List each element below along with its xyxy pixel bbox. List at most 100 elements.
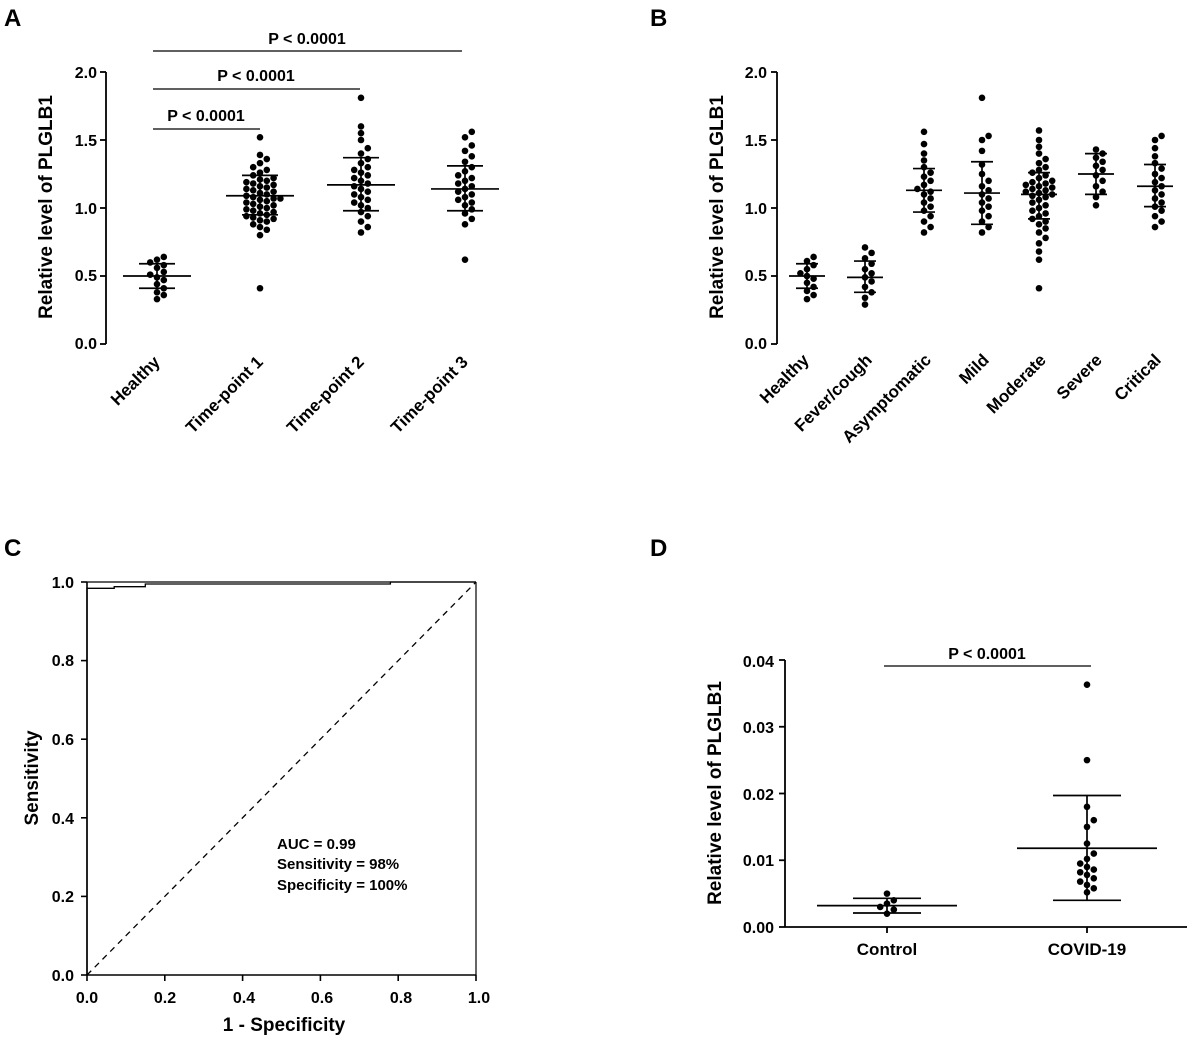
data-point bbox=[364, 144, 372, 152]
y-tick-label: 0.4 bbox=[52, 811, 74, 828]
data-point bbox=[1042, 187, 1049, 194]
data-point bbox=[146, 271, 154, 278]
data-point bbox=[364, 204, 372, 212]
data-point bbox=[1042, 218, 1049, 225]
data-point bbox=[868, 249, 875, 257]
data-point bbox=[468, 153, 476, 160]
x-category-label: Healthy bbox=[107, 352, 164, 409]
panel-letter: D bbox=[650, 535, 667, 562]
data-point bbox=[468, 215, 476, 223]
specificity-annotation: Specificity = 100% bbox=[277, 877, 408, 894]
data-point bbox=[810, 253, 817, 261]
y-tick-label: 1.0 bbox=[75, 201, 97, 218]
data-point bbox=[985, 132, 992, 140]
data-point bbox=[810, 283, 817, 291]
data-point bbox=[364, 180, 372, 187]
data-point bbox=[256, 284, 264, 292]
panel-letter: C bbox=[4, 535, 21, 562]
y-tick-label: 0.6 bbox=[52, 732, 74, 749]
data-point bbox=[256, 169, 264, 176]
data-point bbox=[1035, 248, 1043, 255]
data-point bbox=[1035, 256, 1043, 263]
data-point bbox=[243, 178, 250, 186]
data-point bbox=[1029, 185, 1036, 193]
y-tick-label: 1.5 bbox=[75, 133, 97, 150]
data-point bbox=[249, 180, 257, 187]
data-point bbox=[810, 291, 817, 299]
data-point bbox=[1042, 201, 1049, 209]
data-point bbox=[1035, 166, 1043, 174]
data-point bbox=[249, 221, 257, 228]
data-point bbox=[270, 208, 277, 216]
y-tick-labels: 0.00 0.01 0.02 0.03 0.04 bbox=[743, 654, 774, 937]
data-point bbox=[357, 218, 365, 225]
data-point bbox=[350, 199, 358, 206]
data-point bbox=[1029, 192, 1036, 200]
data-point bbox=[920, 157, 928, 164]
data-point bbox=[357, 94, 365, 102]
data-point bbox=[1090, 884, 1098, 892]
data-point bbox=[876, 903, 884, 911]
data-point bbox=[263, 197, 271, 205]
data-point bbox=[927, 203, 934, 210]
panel-c: C Sensitivity 1 - Specificity 0.0 0.2 0.… bbox=[4, 535, 490, 1036]
x-category-label: Time-point 3 bbox=[387, 352, 472, 437]
data-point bbox=[861, 244, 869, 251]
data-point bbox=[1151, 153, 1159, 160]
data-point bbox=[357, 229, 365, 236]
data-point bbox=[263, 166, 271, 174]
data-point bbox=[1035, 136, 1043, 144]
data-point bbox=[160, 261, 168, 269]
data-point bbox=[1092, 146, 1100, 153]
data-point bbox=[243, 199, 250, 206]
y-tick-label: 0.0 bbox=[52, 968, 74, 985]
roc-curve-line bbox=[86, 581, 476, 975]
data-point bbox=[1158, 174, 1165, 182]
data-point bbox=[985, 177, 992, 185]
data-point bbox=[985, 203, 992, 210]
data-point bbox=[927, 223, 934, 231]
data-point bbox=[160, 276, 168, 284]
data-point bbox=[1099, 177, 1106, 185]
data-point bbox=[256, 231, 264, 239]
y-tick-label: 1.0 bbox=[745, 201, 767, 218]
data-point bbox=[1083, 681, 1091, 688]
data-point bbox=[243, 212, 250, 220]
x-category-label: Critical bbox=[1111, 350, 1165, 404]
data-point bbox=[1035, 159, 1043, 167]
data-point bbox=[364, 188, 372, 195]
data-point bbox=[461, 221, 469, 228]
data-point bbox=[920, 150, 928, 157]
data-point bbox=[1042, 210, 1049, 217]
data-point bbox=[1092, 193, 1100, 201]
y-tick-label: 0.00 bbox=[743, 920, 774, 937]
data-point bbox=[1090, 816, 1098, 824]
y-tick-label: 0.5 bbox=[75, 268, 97, 285]
significance-label: P < 0.0001 bbox=[217, 68, 295, 85]
y-tick-label: 0.01 bbox=[743, 853, 774, 870]
data-point bbox=[357, 136, 365, 144]
data-point bbox=[803, 287, 811, 295]
y-tick-label: 2.0 bbox=[75, 65, 97, 82]
data-point bbox=[256, 159, 264, 167]
data-point bbox=[364, 163, 372, 171]
y-axis-title: Relative level of PLGLB1 bbox=[36, 95, 57, 319]
data-point bbox=[256, 216, 264, 224]
data-point bbox=[1090, 850, 1098, 857]
data-point bbox=[978, 136, 986, 144]
data-point bbox=[927, 212, 934, 220]
data-point bbox=[1158, 165, 1165, 172]
data-point bbox=[1076, 868, 1084, 876]
y-tick-label: 0.02 bbox=[743, 787, 774, 804]
data-point bbox=[256, 151, 264, 159]
y-tick-label: 1.5 bbox=[745, 133, 767, 150]
data-point bbox=[270, 181, 277, 189]
data-point bbox=[1099, 166, 1106, 174]
data-point bbox=[978, 94, 986, 102]
data-point bbox=[153, 289, 161, 296]
data-point bbox=[861, 255, 869, 262]
y-tick-label: 0.03 bbox=[743, 720, 774, 737]
data-point bbox=[803, 295, 811, 303]
data-point bbox=[277, 195, 284, 202]
data-point bbox=[357, 150, 365, 157]
